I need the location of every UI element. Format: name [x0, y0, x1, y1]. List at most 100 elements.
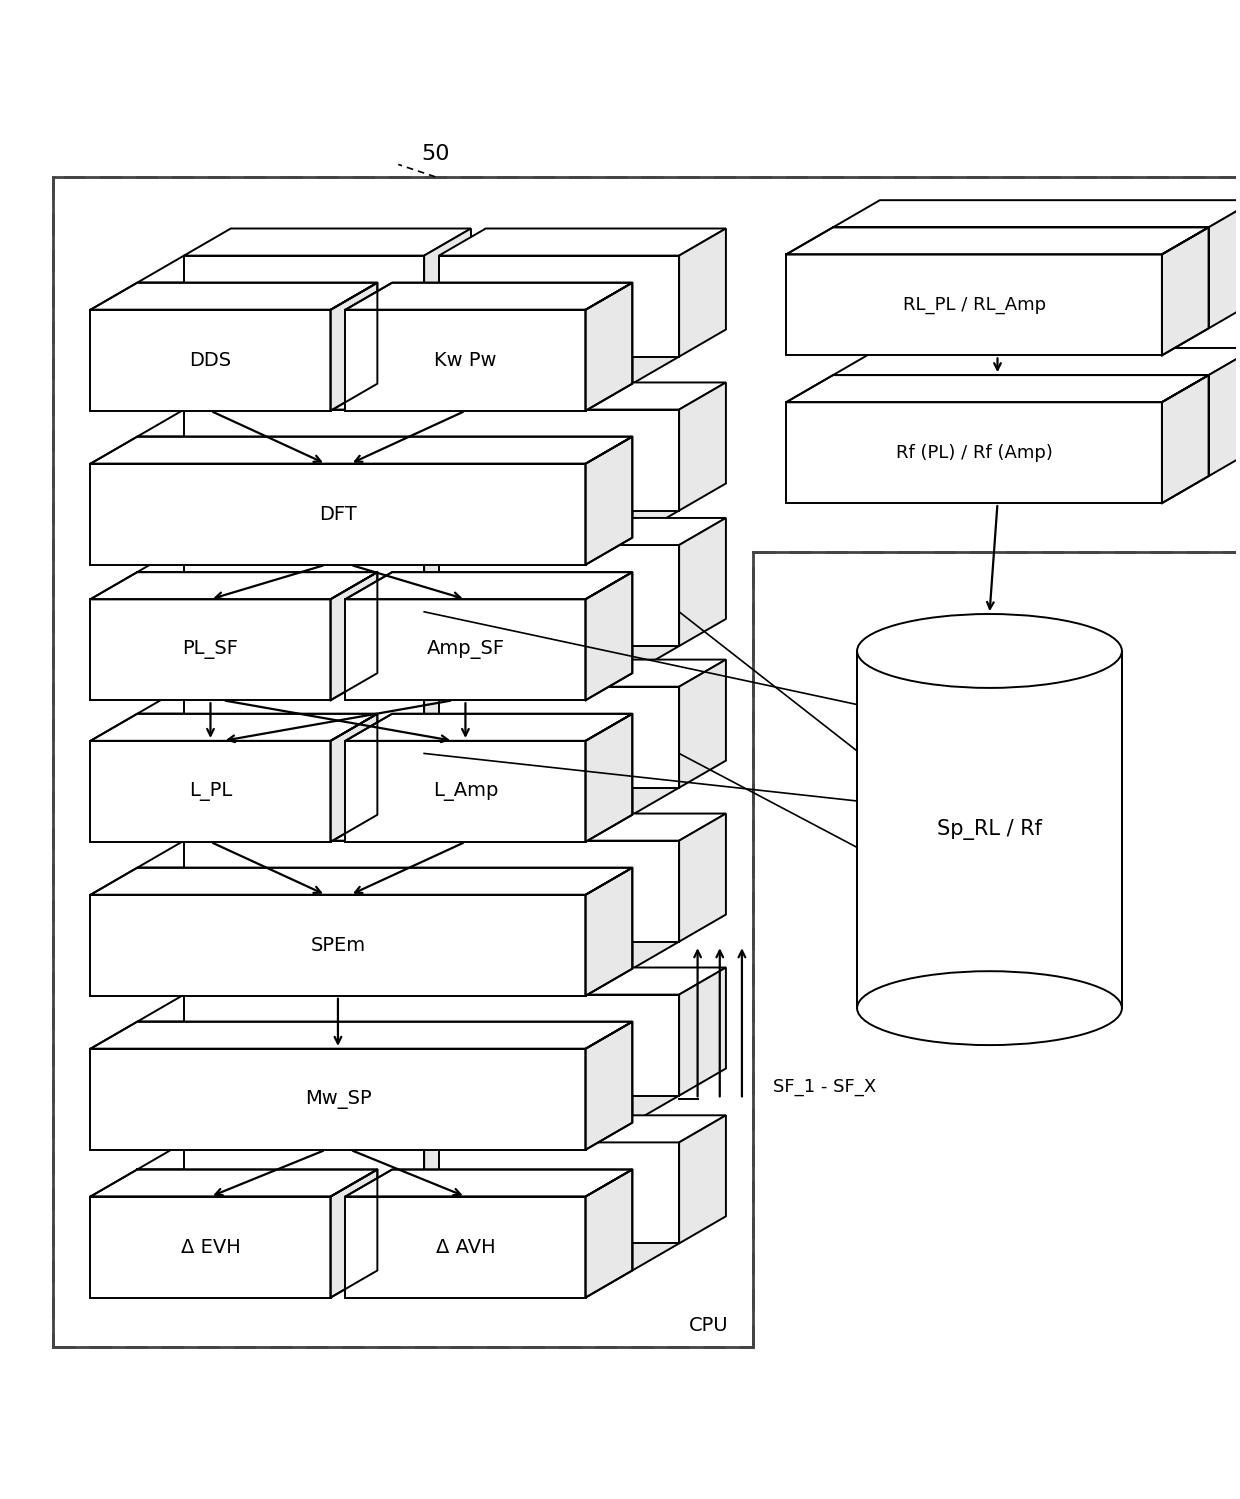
- Polygon shape: [680, 660, 725, 787]
- Polygon shape: [377, 687, 424, 815]
- Bar: [184, 995, 680, 1096]
- Polygon shape: [680, 1115, 725, 1243]
- Text: Δ EVH: Δ EVH: [181, 1238, 241, 1256]
- Text: L_PL: L_PL: [188, 782, 232, 800]
- Polygon shape: [680, 228, 725, 357]
- Polygon shape: [1209, 201, 1240, 328]
- Text: RL_PL / RL_Amp: RL_PL / RL_Amp: [903, 295, 1045, 313]
- Polygon shape: [439, 1115, 725, 1142]
- Polygon shape: [184, 228, 471, 256]
- Text: SF_1 - SF_X: SF_1 - SF_X: [773, 1078, 875, 1096]
- Polygon shape: [424, 1115, 471, 1243]
- Polygon shape: [392, 1142, 680, 1169]
- Bar: [138, 436, 632, 538]
- Bar: [392, 1169, 632, 1271]
- Polygon shape: [91, 573, 377, 600]
- Bar: [138, 1169, 377, 1271]
- Bar: [345, 1196, 585, 1298]
- Bar: [91, 310, 331, 411]
- Bar: [91, 895, 585, 995]
- Polygon shape: [91, 714, 377, 741]
- Text: Mw_SP: Mw_SP: [305, 1090, 371, 1109]
- Polygon shape: [786, 375, 1209, 402]
- Polygon shape: [424, 660, 471, 787]
- Bar: [345, 600, 585, 700]
- Polygon shape: [585, 283, 632, 411]
- Polygon shape: [331, 1169, 377, 1298]
- Polygon shape: [632, 256, 680, 384]
- Polygon shape: [392, 256, 680, 283]
- Polygon shape: [138, 1142, 424, 1169]
- Polygon shape: [585, 436, 632, 565]
- Polygon shape: [184, 660, 471, 687]
- Polygon shape: [439, 519, 725, 546]
- Bar: [345, 310, 585, 411]
- Polygon shape: [632, 546, 680, 673]
- Polygon shape: [680, 814, 725, 941]
- Text: SPEm: SPEm: [310, 935, 366, 955]
- Bar: [439, 1142, 680, 1243]
- Bar: [345, 741, 585, 842]
- Polygon shape: [91, 1169, 377, 1196]
- Polygon shape: [91, 436, 632, 463]
- Polygon shape: [91, 283, 377, 310]
- Polygon shape: [184, 382, 725, 409]
- Polygon shape: [91, 1022, 632, 1049]
- Bar: [91, 463, 585, 565]
- Text: DFT: DFT: [319, 505, 357, 523]
- Polygon shape: [1162, 228, 1209, 355]
- Polygon shape: [585, 573, 632, 700]
- Text: 50: 50: [422, 144, 449, 165]
- Polygon shape: [424, 519, 471, 646]
- Polygon shape: [786, 228, 1209, 255]
- Polygon shape: [833, 348, 1240, 375]
- Polygon shape: [585, 1022, 632, 1150]
- Ellipse shape: [857, 615, 1122, 688]
- Ellipse shape: [857, 971, 1122, 1045]
- Polygon shape: [138, 841, 680, 868]
- Text: CPU: CPU: [688, 1316, 728, 1334]
- Polygon shape: [392, 687, 680, 714]
- Bar: [786, 402, 1162, 504]
- Polygon shape: [585, 714, 632, 842]
- Polygon shape: [331, 714, 377, 842]
- Polygon shape: [184, 967, 725, 995]
- Polygon shape: [331, 573, 377, 700]
- Bar: [184, 1142, 424, 1243]
- Polygon shape: [585, 1169, 632, 1298]
- Polygon shape: [345, 1169, 632, 1196]
- Polygon shape: [424, 228, 471, 357]
- Polygon shape: [632, 409, 680, 538]
- Bar: [184, 687, 424, 787]
- Polygon shape: [439, 660, 725, 687]
- Bar: [91, 600, 331, 700]
- Polygon shape: [345, 714, 632, 741]
- Polygon shape: [345, 573, 632, 600]
- Polygon shape: [632, 995, 680, 1123]
- Polygon shape: [138, 546, 424, 573]
- Bar: [392, 573, 632, 673]
- Polygon shape: [439, 228, 725, 256]
- Polygon shape: [331, 283, 377, 411]
- Polygon shape: [632, 1142, 680, 1271]
- Bar: [439, 687, 680, 787]
- Text: Rf (PL) / Rf (Amp): Rf (PL) / Rf (Amp): [895, 444, 1053, 462]
- Bar: [138, 714, 377, 815]
- Polygon shape: [392, 546, 680, 573]
- Bar: [138, 1022, 632, 1123]
- Text: Δ AVH: Δ AVH: [435, 1238, 495, 1256]
- Bar: [439, 546, 680, 646]
- Polygon shape: [833, 201, 1240, 228]
- Polygon shape: [138, 687, 424, 714]
- Polygon shape: [138, 995, 680, 1022]
- Polygon shape: [1209, 348, 1240, 477]
- Polygon shape: [377, 256, 424, 384]
- Polygon shape: [632, 687, 680, 815]
- Polygon shape: [184, 814, 725, 841]
- Polygon shape: [345, 283, 632, 310]
- Bar: [91, 741, 331, 842]
- Bar: [138, 573, 377, 673]
- Bar: [857, 651, 1122, 1009]
- Polygon shape: [1162, 375, 1209, 504]
- Bar: [138, 283, 377, 384]
